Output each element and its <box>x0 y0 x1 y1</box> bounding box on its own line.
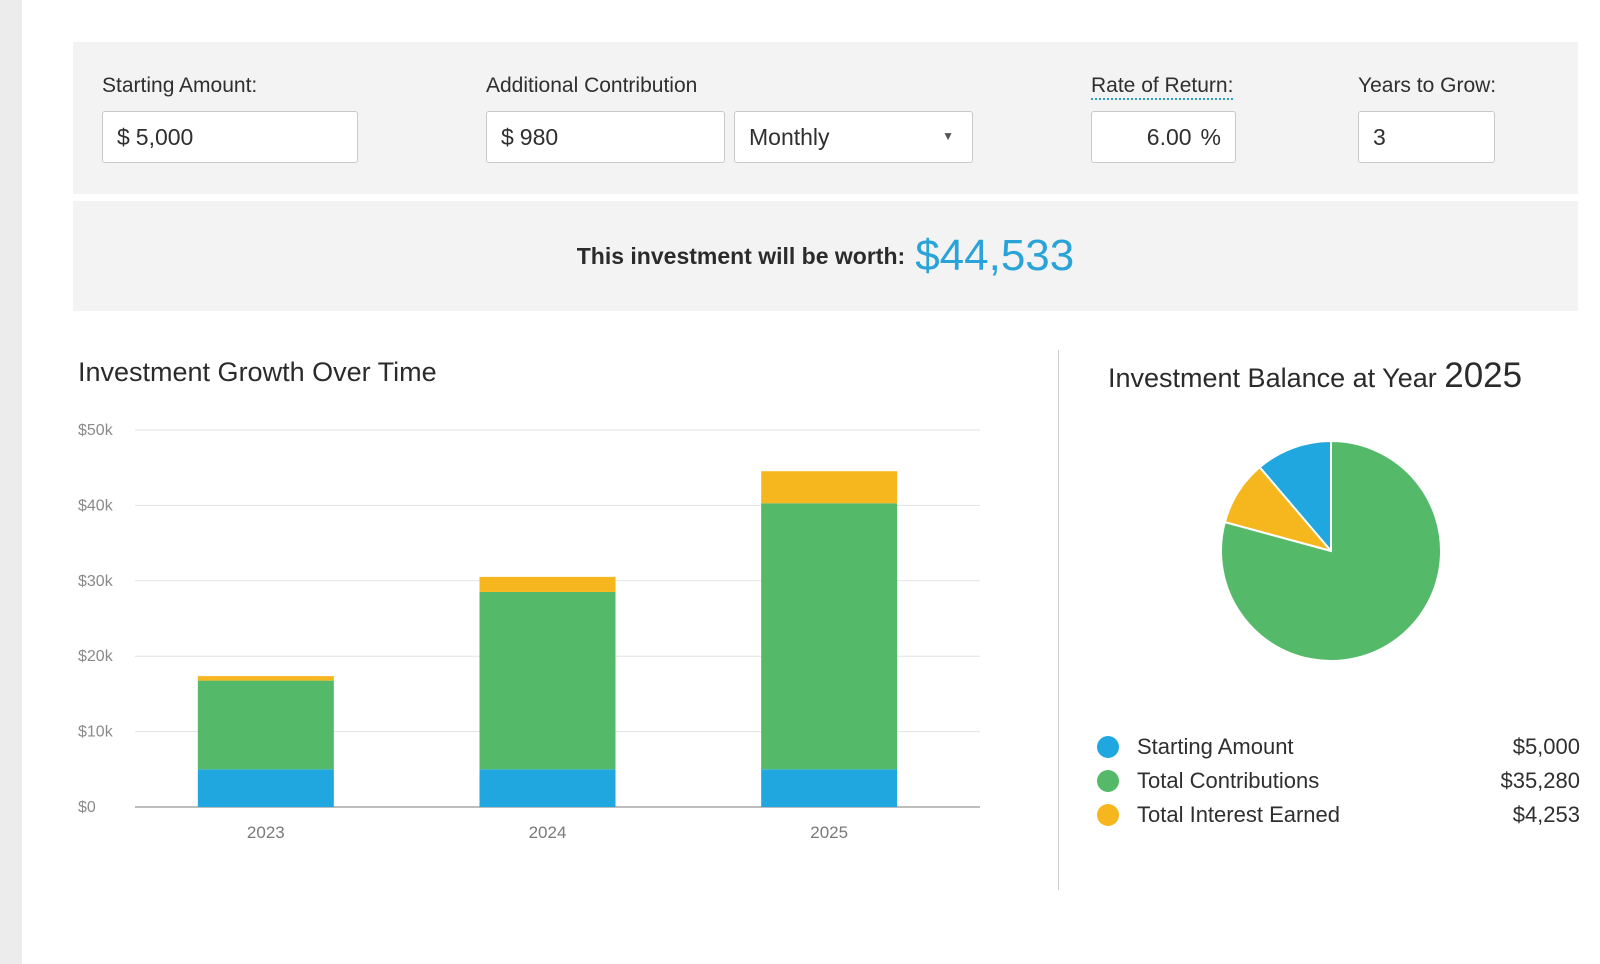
bar-segment <box>761 769 898 807</box>
legend-dot-starting <box>1097 736 1119 758</box>
y-tick-label: $20k <box>78 648 114 665</box>
rate-of-return-label[interactable]: Rate of Return: <box>1091 74 1234 100</box>
years-to-grow-label: Years to Grow: <box>1358 74 1497 97</box>
legend-dot-interest <box>1097 804 1119 826</box>
legend-item: Starting Amount $5,000 <box>1097 730 1580 764</box>
currency-prefix: $ <box>501 123 514 150</box>
x-tick-label: 2024 <box>529 823 567 842</box>
y-tick-label: $50k <box>78 422 114 439</box>
percent-suffix: % <box>1200 123 1221 150</box>
additional-contribution-label: Additional Contribution <box>486 74 698 97</box>
years-to-grow-field[interactable]: 3 <box>1358 111 1495 163</box>
contribution-amount-value: 980 <box>519 123 559 150</box>
y-tick-label: $40k <box>78 497 114 514</box>
bar-segment <box>197 769 334 807</box>
result-label: This investment will be worth: <box>576 242 906 269</box>
contribution-amount-field[interactable]: $ 980 <box>486 111 725 163</box>
currency-prefix: $ <box>117 123 130 150</box>
bar-segment <box>479 769 616 807</box>
bar-segment <box>197 680 334 770</box>
legend-label: Starting Amount <box>1137 734 1294 759</box>
bar-segment <box>479 591 616 770</box>
balance-chart-title-text: Investment Balance at Year <box>1108 363 1437 393</box>
bar-segment <box>761 471 898 504</box>
x-tick-label: 2025 <box>810 823 848 842</box>
legend-value: $35,280 <box>1500 768 1580 793</box>
x-tick-label: 2023 <box>247 823 285 842</box>
balance-chart-year: 2025 <box>1444 356 1523 395</box>
chart-divider <box>1058 350 1059 890</box>
starting-amount-field[interactable]: $ 5,000 <box>102 111 358 163</box>
rate-of-return-label-wrap: Rate of Return: <box>1091 74 1234 100</box>
bar-segment <box>479 576 616 592</box>
contribution-frequency-select[interactable]: Monthly ▼ <box>734 111 973 163</box>
y-tick-label: $0 <box>78 799 96 816</box>
growth-chart-title: Investment Growth Over Time <box>78 357 437 387</box>
starting-amount-label: Starting Amount: <box>102 74 258 97</box>
pie-slice <box>1258 439 1332 554</box>
balance-pie-chart <box>1220 439 1442 662</box>
legend-value: $4,253 <box>1512 802 1580 827</box>
legend-label: Total Contributions <box>1137 768 1320 793</box>
starting-amount-value: 5,000 <box>135 123 194 150</box>
legend-label: Total Interest Earned <box>1137 802 1341 827</box>
pie-slice <box>1220 439 1442 662</box>
contribution-frequency-value: Monthly <box>749 123 830 150</box>
years-to-grow-value: 3 <box>1373 123 1386 150</box>
legend-item: Total Interest Earned $4,253 <box>1097 798 1580 832</box>
balance-chart-title: Investment Balance at Year 2025 <box>1108 356 1522 396</box>
y-tick-label: $10k <box>78 724 114 741</box>
y-tick-label: $30k <box>78 573 114 590</box>
bar-segment <box>761 503 898 770</box>
result-panel: This investment will be worth: $44,533 <box>73 201 1578 311</box>
left-rail <box>0 0 22 964</box>
pie-legend: Starting Amount $5,000 Total Contributio… <box>1097 730 1580 832</box>
result-value: $44,533 <box>915 231 1075 280</box>
legend-value: $5,000 <box>1512 734 1580 759</box>
dropdown-caret-icon: ▼ <box>942 129 954 143</box>
growth-bar-chart: $0 $10k $20k $30k $40k $50k 2023 2024 2025 <box>78 422 980 842</box>
legend-dot-contributions <box>1097 770 1119 792</box>
inputs-panel: Starting Amount: $ 5,000 Additional Cont… <box>73 42 1578 194</box>
rate-of-return-value: 6.00 <box>1146 123 1192 150</box>
bar-segment <box>197 676 334 681</box>
rate-of-return-field[interactable]: 6.00 % <box>1091 111 1236 163</box>
legend-item: Total Contributions $35,280 <box>1097 764 1580 798</box>
